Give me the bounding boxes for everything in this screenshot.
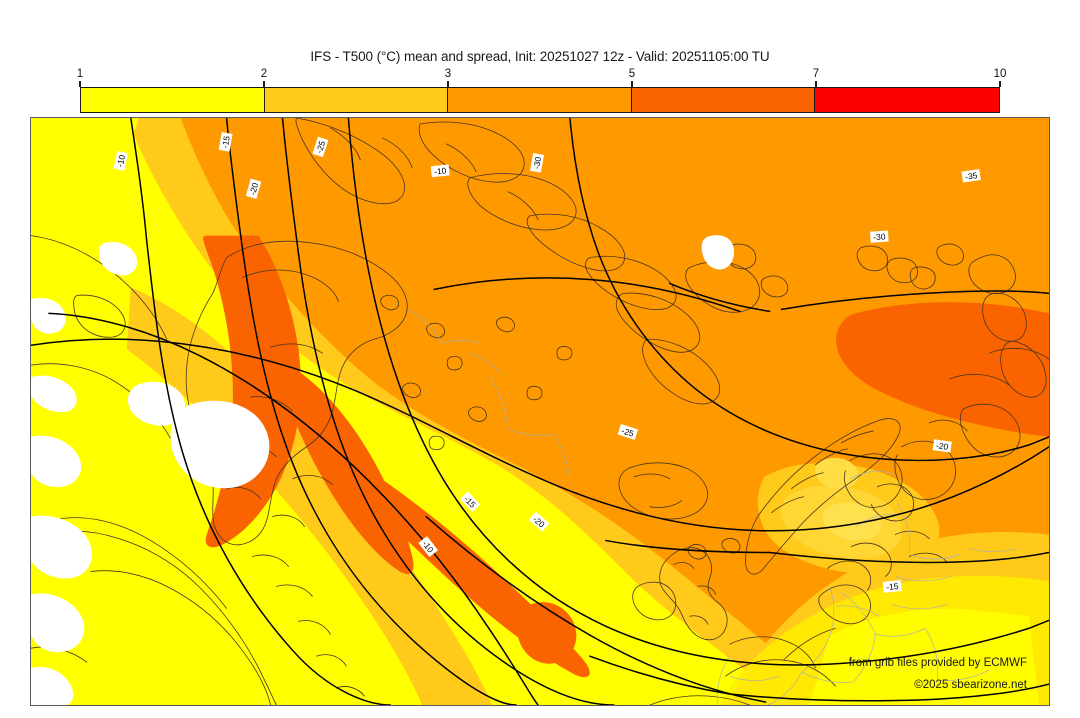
svg-text:-25: -25 [314, 139, 327, 154]
svg-text:-30: -30 [873, 231, 886, 242]
colorbar: 1 2 3 5 7 10 [77, 68, 1006, 113]
colorbar-tick-mark-7 [815, 81, 817, 87]
colorbar-tick-label-3: 3 [444, 68, 452, 80]
map-canvas: -10 -15 -20 -25 [31, 118, 1049, 705]
colorbar-segment-2-3 [264, 88, 449, 112]
svg-text:-10: -10 [115, 154, 127, 168]
svg-text:-35: -35 [964, 170, 978, 182]
svg-text:-15: -15 [220, 135, 232, 149]
svg-text:-20: -20 [247, 181, 260, 196]
colorbar-tick-mark-1 [79, 81, 81, 87]
colorbar-segment-7-10 [815, 88, 999, 112]
country-borders [408, 309, 1018, 705]
colorbar-segment-5-7 [631, 88, 816, 112]
colorbar-gradient [80, 87, 1000, 113]
colorbar-tick-mark-5 [631, 81, 633, 87]
svg-text:-10: -10 [434, 165, 448, 176]
svg-text:-30: -30 [531, 156, 543, 170]
colorbar-tick-label-7: 7 [812, 68, 820, 80]
page-title: IFS - T500 (°C) mean and spread, Init: 2… [310, 49, 770, 64]
colorbar-tick-label-1: 1 [76, 68, 84, 80]
svg-text:-20: -20 [935, 440, 949, 452]
no-data-regions [31, 235, 735, 705]
colorbar-tick-label-5: 5 [628, 68, 636, 80]
colorbar-tick-mark-2 [263, 81, 265, 87]
colorbar-segment-3-5 [448, 88, 632, 112]
colorbar-tick-label-10: 10 [993, 68, 1007, 80]
colorbar-tick-mark-3 [447, 81, 449, 87]
colorbar-tick-mark-10 [999, 81, 1001, 87]
temperature-contours [31, 118, 1049, 705]
colorbar-tick-label-2: 2 [260, 68, 268, 80]
contour-labels: -10 -15 -20 -25 [113, 132, 981, 593]
map-panel[interactable]: -10 -15 -20 -25 [30, 117, 1050, 706]
svg-text:-15: -15 [886, 581, 900, 592]
colorbar-segment-1-2 [81, 88, 265, 112]
svg-text:-25: -25 [620, 425, 635, 438]
